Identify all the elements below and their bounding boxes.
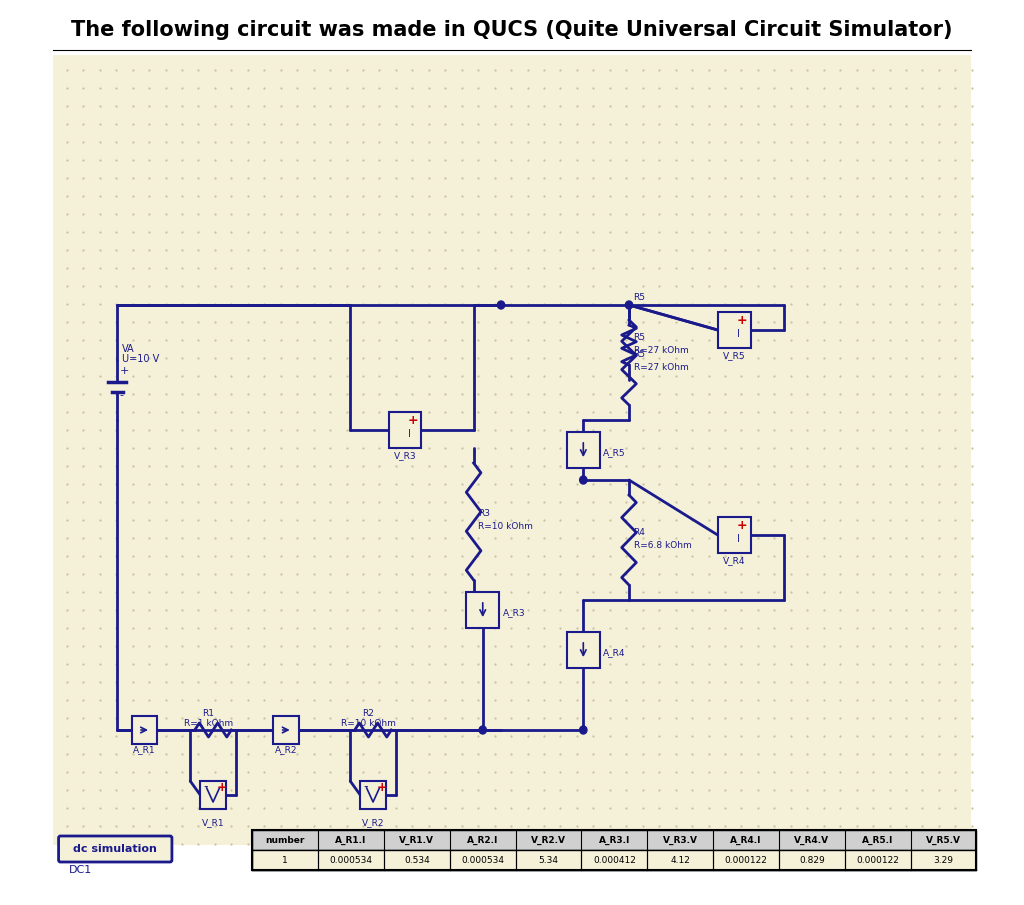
Text: 3.29: 3.29	[934, 855, 953, 864]
Text: U=10 V: U=10 V	[122, 354, 159, 364]
Text: +: +	[377, 780, 387, 794]
Text: VA: VA	[122, 344, 134, 354]
Bar	[360, 781, 386, 809]
Text: R=1 kOhm: R=1 kOhm	[184, 719, 233, 728]
FancyBboxPatch shape	[58, 836, 172, 862]
Text: 0.000534: 0.000534	[461, 855, 504, 864]
Bar	[273, 716, 299, 744]
Text: 5.34: 5.34	[539, 855, 558, 864]
Bar	[466, 592, 500, 628]
Text: A_R2.I: A_R2.I	[467, 835, 499, 844]
Text: V_R4.V: V_R4.V	[795, 835, 829, 844]
Text: V_R1.V: V_R1.V	[399, 835, 434, 844]
Text: dc simulation: dc simulation	[74, 844, 158, 854]
Text: R1: R1	[203, 709, 214, 718]
Bar	[388, 412, 422, 448]
Text: number: number	[265, 835, 305, 844]
Bar	[718, 312, 751, 348]
Text: V_R5.V: V_R5.V	[926, 835, 961, 844]
Text: 0.534: 0.534	[404, 855, 430, 864]
Text: V_R1: V_R1	[202, 818, 224, 827]
Text: A_R2: A_R2	[275, 745, 297, 754]
Text: A_R5: A_R5	[603, 448, 626, 457]
Text: R4: R4	[634, 528, 645, 537]
Text: The following circuit was made in QUCS (Quite Universal Circuit Simulator): The following circuit was made in QUCS (…	[72, 20, 952, 40]
Bar	[201, 781, 226, 809]
Text: V_R3: V_R3	[394, 451, 417, 460]
Text: R3: R3	[478, 509, 490, 518]
Circle shape	[498, 301, 505, 309]
Circle shape	[580, 726, 587, 734]
Text: R=27 kOhm: R=27 kOhm	[634, 346, 688, 355]
Bar	[252, 850, 977, 870]
Text: A_R5.I: A_R5.I	[862, 835, 893, 844]
Text: +: +	[737, 313, 748, 327]
Text: +: +	[737, 519, 748, 531]
Text: R=27 kOhm: R=27 kOhm	[634, 363, 688, 372]
Text: 0.000534: 0.000534	[330, 855, 373, 864]
Text: I: I	[409, 429, 411, 439]
Text: V_R5: V_R5	[723, 351, 745, 360]
Text: 1: 1	[283, 855, 288, 864]
Text: A_R3: A_R3	[503, 608, 525, 617]
Text: R5: R5	[634, 293, 645, 302]
Bar	[132, 716, 158, 744]
Circle shape	[626, 301, 633, 309]
Text: 0.000122: 0.000122	[856, 855, 899, 864]
Text: R5: R5	[634, 332, 645, 341]
Text: A_R3.I: A_R3.I	[599, 835, 630, 844]
Text: A_R1.I: A_R1.I	[336, 835, 367, 844]
Circle shape	[479, 726, 486, 734]
Text: I: I	[737, 534, 740, 544]
Bar	[53, 55, 971, 845]
Text: -: -	[204, 780, 208, 794]
Text: +: +	[120, 366, 129, 376]
Text: 0.000412: 0.000412	[593, 855, 636, 864]
Text: +: +	[217, 780, 227, 794]
Text: A_R1: A_R1	[133, 745, 156, 754]
Bar	[718, 517, 751, 553]
Circle shape	[580, 476, 587, 484]
Bar	[567, 432, 600, 468]
Text: 0.000122: 0.000122	[725, 855, 767, 864]
Text: 0.829: 0.829	[799, 855, 824, 864]
Text: DC1: DC1	[69, 865, 92, 875]
Text: R2: R2	[362, 709, 375, 718]
Text: -: -	[120, 390, 124, 400]
Text: -: -	[364, 780, 368, 794]
Text: V_R2: V_R2	[361, 818, 384, 827]
Text: +: +	[408, 414, 419, 426]
Text: A_R4.I: A_R4.I	[730, 835, 762, 844]
Text: 4.12: 4.12	[671, 855, 690, 864]
Text: A_R4: A_R4	[603, 648, 626, 657]
Text: R=10 kOhm: R=10 kOhm	[478, 522, 534, 531]
Text: R=10 kOhm: R=10 kOhm	[341, 719, 396, 728]
Text: I: I	[737, 329, 740, 339]
Bar	[567, 632, 600, 668]
Text: V_R3.V: V_R3.V	[663, 835, 697, 844]
Text: R5: R5	[634, 350, 645, 359]
Text: R=6.8 kOhm: R=6.8 kOhm	[634, 540, 691, 549]
Bar	[252, 830, 977, 870]
Text: V_R2.V: V_R2.V	[531, 835, 566, 844]
Bar	[252, 830, 977, 850]
Text: V_R4: V_R4	[723, 556, 745, 565]
